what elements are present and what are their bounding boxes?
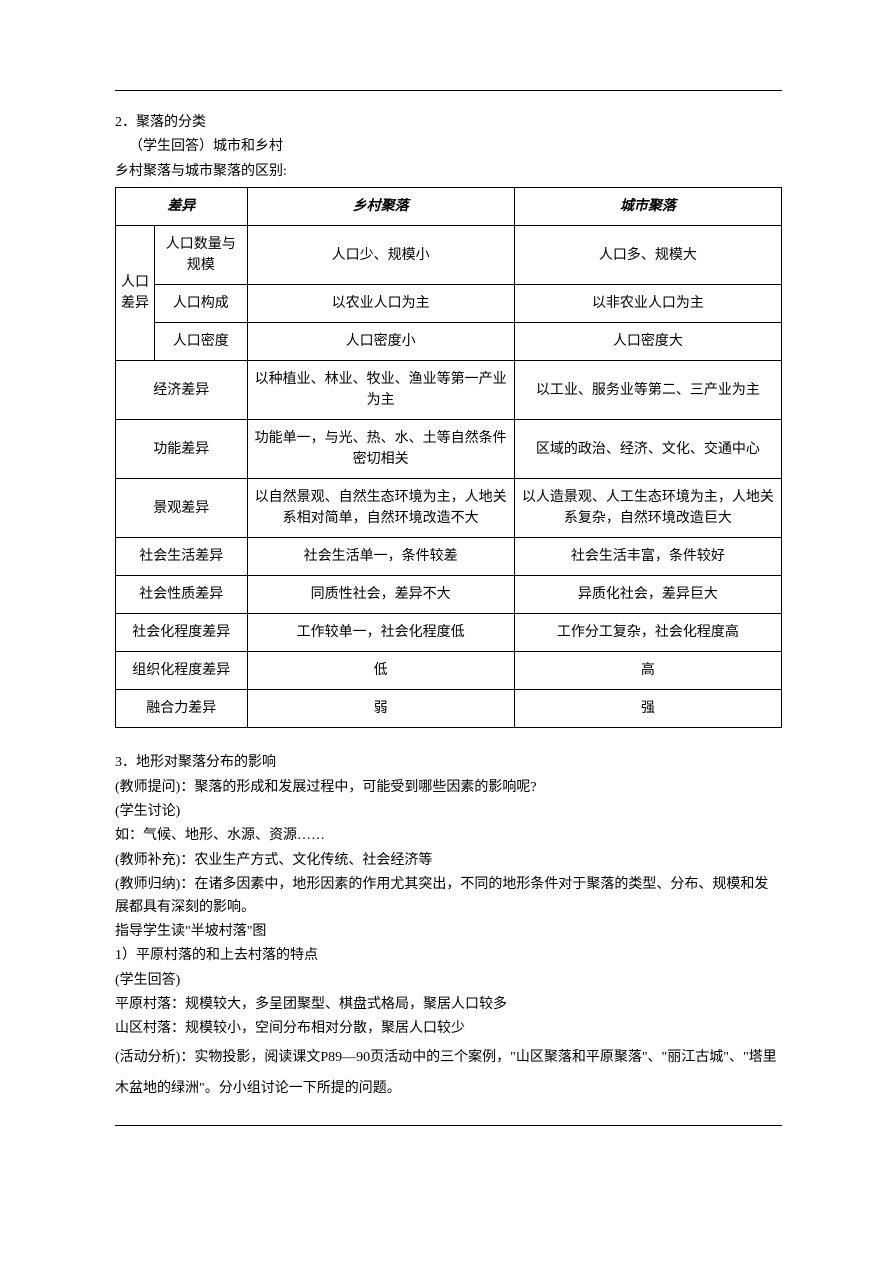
text-activity-analysis: (活动分析)：实物投影，阅读课文P89—90页活动中的三个案例，"山区聚落和平原… — [115, 1043, 782, 1105]
th-urban: 城市聚落 — [514, 188, 781, 226]
table-row: 人口构成 以农业人口为主 以非农业人口为主 — [116, 285, 782, 323]
cell: 组织化程度差异 — [116, 652, 248, 690]
cell: 以人造景观、人工生态环境为主，人地关系复杂，自然环境改造巨大 — [514, 479, 781, 538]
cell: 低 — [247, 652, 514, 690]
th-rural: 乡村聚落 — [247, 188, 514, 226]
cell: 人口数量与规模 — [155, 226, 248, 285]
cell: 弱 — [247, 690, 514, 728]
cell: 经济差异 — [116, 361, 248, 420]
table-row: 融合力差异 弱 强 — [116, 690, 782, 728]
text-mountain-village: 山区村落：规模较小，空间分布相对分散，聚居人口较少 — [115, 1018, 782, 1040]
cell: 同质性社会，差异不大 — [247, 576, 514, 614]
cell: 异质化社会，差异巨大 — [514, 576, 781, 614]
document-page: 2．聚落的分类 （学生回答）城市和乡村 乡村聚落与城市聚落的区别: 差异 乡村聚… — [0, 0, 892, 1166]
cell: 社会生活单一，条件较差 — [247, 538, 514, 576]
cell: 社会化程度差异 — [116, 614, 248, 652]
text-subheading-1: 1）平原村落的和上去村落的特点 — [115, 945, 782, 967]
table-row: 社会化程度差异 工作较单一，社会化程度低 工作分工复杂，社会化程度高 — [116, 614, 782, 652]
heading-terrain-influence: 3．地形对聚落分布的影响 — [115, 752, 782, 774]
text-student-discuss: (学生讨论) — [115, 801, 782, 823]
table-header-row: 差异 乡村聚落 城市聚落 — [116, 188, 782, 226]
cell: 强 — [514, 690, 781, 728]
cell: 社会生活差异 — [116, 538, 248, 576]
th-difference: 差异 — [116, 188, 248, 226]
cell: 融合力差异 — [116, 690, 248, 728]
cell-population-group: 人口差异 — [116, 226, 155, 361]
cell: 工作分工复杂，社会化程度高 — [514, 614, 781, 652]
cell: 以自然景观、自然生态环境为主，人地关系相对简单，自然环境改造不大 — [247, 479, 514, 538]
cell: 人口少、规模小 — [247, 226, 514, 285]
text-plain-village: 平原村落：规模较大，多呈团聚型、棋盘式格局，聚居人口较多 — [115, 994, 782, 1016]
cell: 社会性质差异 — [116, 576, 248, 614]
cell: 人口密度小 — [247, 323, 514, 361]
cell: 以种植业、林业、牧业、渔业等第一产业为主 — [247, 361, 514, 420]
cell: 功能差异 — [116, 420, 248, 479]
text-teacher-add: (教师补充)：农业生产方式、文化传统、社会经济等 — [115, 850, 782, 872]
cell: 社会生活丰富，条件较好 — [514, 538, 781, 576]
table-row: 社会性质差异 同质性社会，差异不大 异质化社会，差异巨大 — [116, 576, 782, 614]
table-row: 景观差异 以自然景观、自然生态环境为主，人地关系相对简单，自然环境改造不大 以人… — [116, 479, 782, 538]
text-student-answer-2: (学生回答) — [115, 970, 782, 992]
cell: 工作较单一，社会化程度低 — [247, 614, 514, 652]
cell: 人口多、规模大 — [514, 226, 781, 285]
table-row: 人口密度 人口密度小 人口密度大 — [116, 323, 782, 361]
table-row: 经济差异 以种植业、林业、牧业、渔业等第一产业为主 以工业、服务业等第二、三产业… — [116, 361, 782, 420]
cell: 高 — [514, 652, 781, 690]
cell: 景观差异 — [116, 479, 248, 538]
heading-settlement-types: 2．聚落的分类 — [115, 112, 782, 134]
cell: 以农业人口为主 — [247, 285, 514, 323]
cell: 以非农业人口为主 — [514, 285, 781, 323]
cell: 以工业、服务业等第二、三产业为主 — [514, 361, 781, 420]
cell: 功能单一，与光、热、水、土等自然条件密切相关 — [247, 420, 514, 479]
text-teacher-question: (教师提问)：聚落的形成和发展过程中，可能受到哪些因素的影响呢? — [115, 777, 782, 799]
text-table-intro: 乡村聚落与城市聚落的区别: — [115, 161, 782, 183]
table-row: 组织化程度差异 低 高 — [116, 652, 782, 690]
text-student-answer: （学生回答）城市和乡村 — [115, 136, 782, 158]
cell: 人口密度 — [155, 323, 248, 361]
table-row: 人口差异 人口数量与规模 人口少、规模小 人口多、规模大 — [116, 226, 782, 285]
comparison-table: 差异 乡村聚落 城市聚落 人口差异 人口数量与规模 人口少、规模小 人口多、规模… — [115, 187, 782, 728]
cell: 人口构成 — [155, 285, 248, 323]
table-row: 社会生活差异 社会生活单一，条件较差 社会生活丰富，条件较好 — [116, 538, 782, 576]
text-guide-reading: 指导学生读"半坡村落"图 — [115, 921, 782, 943]
cell: 人口密度大 — [514, 323, 781, 361]
table-row: 功能差异 功能单一，与光、热、水、土等自然条件密切相关 区域的政治、经济、文化、… — [116, 420, 782, 479]
text-teacher-summary: (教师归纳)：在诸多因素中，地形因素的作用尤其突出，不同的地形条件对于聚落的类型… — [115, 874, 782, 919]
cell: 区域的政治、经济、文化、交通中心 — [514, 420, 781, 479]
text-examples: 如：气候、地形、水源、资源…… — [115, 825, 782, 847]
